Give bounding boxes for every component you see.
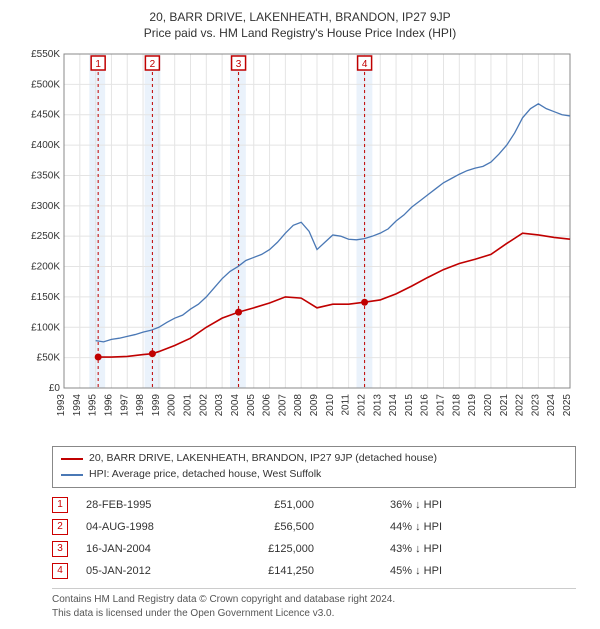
footer-line: Contains HM Land Registry data © Crown c… [52,593,576,607]
txn-marker: 3 [52,541,68,557]
svg-text:£400K: £400K [31,140,60,151]
svg-text:2020: 2020 [483,394,494,417]
svg-text:4: 4 [362,59,368,70]
svg-text:£500K: £500K [31,79,60,90]
footer-line: This data is licensed under the Open Gov… [52,607,576,621]
txn-price: £56,500 [214,521,314,533]
svg-text:1994: 1994 [72,394,83,417]
svg-text:2009: 2009 [309,394,320,417]
svg-text:£100K: £100K [31,322,60,333]
legend-item: 20, BARR DRIVE, LAKENHEATH, BRANDON, IP2… [61,451,567,467]
svg-text:£550K: £550K [31,49,60,60]
svg-text:£200K: £200K [31,262,60,273]
txn-date: 28-FEB-1995 [86,499,196,511]
svg-text:2010: 2010 [325,394,336,417]
svg-text:2011: 2011 [341,394,352,416]
svg-text:1998: 1998 [135,394,146,417]
svg-text:£50K: £50K [37,353,61,364]
svg-text:2004: 2004 [230,394,241,417]
svg-text:2014: 2014 [388,394,399,417]
page-subtitle: Price paid vs. HM Land Registry's House … [8,26,592,40]
svg-text:2008: 2008 [293,394,304,417]
txn-date: 16-JAN-2004 [86,543,196,555]
svg-text:£250K: £250K [31,231,60,242]
svg-text:2018: 2018 [451,394,462,417]
svg-text:£0: £0 [49,383,61,394]
legend-item: HPI: Average price, detached house, West… [61,467,567,483]
svg-text:2016: 2016 [420,394,431,417]
legend: 20, BARR DRIVE, LAKENHEATH, BRANDON, IP2… [52,446,576,488]
txn-date: 05-JAN-2012 [86,565,196,577]
table-row: 2 04-AUG-1998 £56,500 44% ↓ HPI [52,516,576,538]
svg-text:2012: 2012 [356,394,367,417]
txn-pct: 36% ↓ HPI [332,499,442,511]
txn-pct: 45% ↓ HPI [332,565,442,577]
txn-marker: 1 [52,497,68,513]
svg-text:£450K: £450K [31,110,60,121]
svg-text:2013: 2013 [372,394,383,417]
txn-marker: 4 [52,563,68,579]
svg-text:1: 1 [95,59,101,70]
table-row: 3 16-JAN-2004 £125,000 43% ↓ HPI [52,538,576,560]
svg-text:3: 3 [236,59,242,70]
svg-text:1993: 1993 [56,394,67,417]
svg-text:1999: 1999 [151,394,162,417]
footer-attribution: Contains HM Land Registry data © Crown c… [52,588,576,621]
svg-text:2: 2 [150,59,156,70]
svg-text:1997: 1997 [119,394,130,417]
txn-price: £51,000 [214,499,314,511]
svg-text:2023: 2023 [530,394,541,417]
txn-pct: 43% ↓ HPI [332,543,442,555]
svg-text:£350K: £350K [31,170,60,181]
svg-text:2007: 2007 [277,394,288,417]
svg-text:1996: 1996 [103,394,114,417]
svg-text:2006: 2006 [262,394,273,417]
txn-marker: 2 [52,519,68,535]
svg-text:£150K: £150K [31,292,60,303]
page-title: 20, BARR DRIVE, LAKENHEATH, BRANDON, IP2… [8,10,592,24]
svg-text:2001: 2001 [183,394,194,417]
legend-label: 20, BARR DRIVE, LAKENHEATH, BRANDON, IP2… [89,451,437,467]
svg-text:2022: 2022 [515,394,526,417]
legend-swatch [61,458,83,460]
legend-swatch [61,474,83,476]
legend-label: HPI: Average price, detached house, West… [89,467,321,483]
svg-text:2003: 2003 [214,394,225,417]
txn-pct: 44% ↓ HPI [332,521,442,533]
svg-text:£300K: £300K [31,201,60,212]
svg-text:2015: 2015 [404,394,415,417]
svg-text:2024: 2024 [546,394,557,417]
price-chart: 1 2 3 4 £0 £50K £100K £150K £200K £250K £300K £350K… [20,48,580,438]
svg-text:2017: 2017 [436,394,447,417]
transactions-table: 1 28-FEB-1995 £51,000 36% ↓ HPI 2 04-AUG-1998… [52,494,576,582]
svg-text:2002: 2002 [198,394,209,417]
txn-date: 04-AUG-1998 [86,521,196,533]
txn-price: £141,250 [214,565,314,577]
table-row: 4 05-JAN-2012 £141,250 45% ↓ HPI [52,560,576,582]
svg-text:1995: 1995 [88,394,99,417]
svg-text:2025: 2025 [562,394,573,417]
table-row: 1 28-FEB-1995 £51,000 36% ↓ HPI [52,494,576,516]
svg-text:2005: 2005 [246,394,257,417]
svg-text:2021: 2021 [499,394,510,417]
svg-text:2019: 2019 [467,394,478,417]
svg-text:2000: 2000 [167,394,178,417]
txn-price: £125,000 [214,543,314,555]
